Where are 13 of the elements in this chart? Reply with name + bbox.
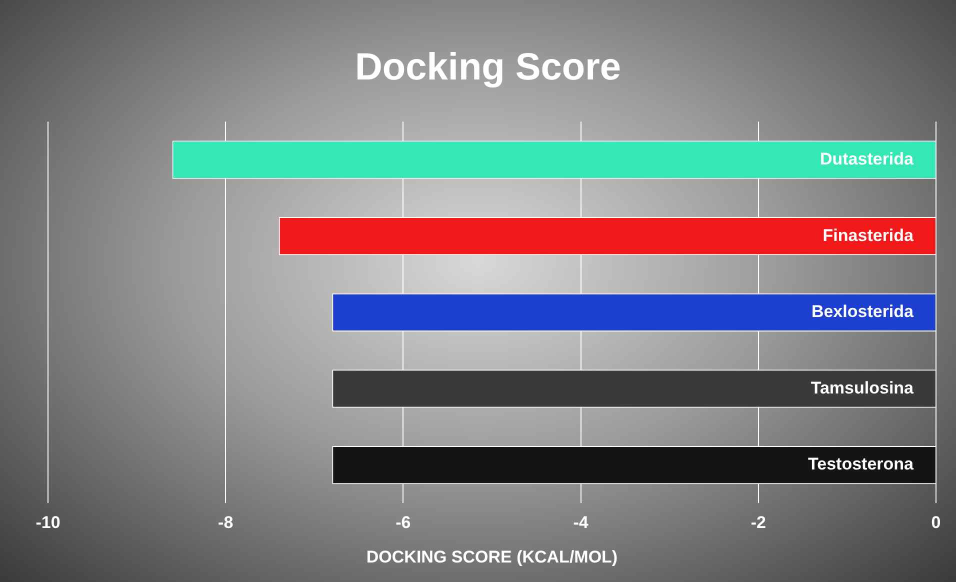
y-tick-label: Dutasterida (820, 149, 914, 168)
y-tick-label: Finasterida (822, 226, 914, 245)
x-tick-label: -4 (573, 513, 589, 532)
x-tick-label: -10 (36, 513, 60, 532)
y-tick-label: Tamsulosina (810, 378, 914, 398)
x-tick-label: -2 (750, 513, 766, 532)
x-tick-label: -8 (218, 513, 234, 532)
chart-title: Docking Score (354, 46, 622, 88)
y-tick-label: Bexlosterida (811, 302, 914, 322)
x-tick-label: -6 (396, 513, 411, 532)
x-tick-label: 0 (931, 513, 941, 532)
x-axis-title: DOCKING SCORE (KCAL/MOL) (366, 547, 618, 566)
y-tick-label: Testosterona (808, 454, 914, 474)
